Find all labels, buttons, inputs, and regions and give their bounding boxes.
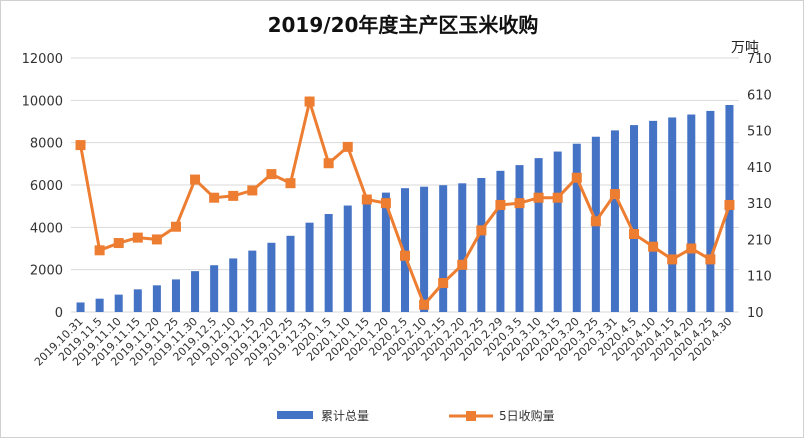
line-point [94,245,105,256]
line-point [533,192,544,203]
line-point [361,194,372,205]
line-point [209,192,220,203]
line-point [495,199,506,210]
bar [286,235,295,312]
legend-swatch-bar [277,411,313,419]
line-point [419,299,430,310]
line-point [705,254,716,265]
bar [210,265,219,312]
line-point [113,238,124,249]
line-point [629,228,640,239]
bar [668,117,677,312]
bar [133,289,142,312]
bar [610,130,619,312]
legend-marker-line [466,411,476,421]
line-point [75,140,86,151]
bar [553,151,562,312]
bar [439,185,448,312]
bar [687,114,696,312]
line-point [552,192,563,203]
line-point [667,254,678,265]
line-point [438,277,449,288]
left-tick-label: 0 [55,306,63,321]
line-point [228,190,239,201]
line-point [285,178,296,189]
line-point [170,221,181,232]
bar [496,170,505,312]
line-point [476,225,487,236]
bar [458,183,467,312]
right-tick-label: 210 [747,233,772,248]
line-point [590,216,601,227]
bar [305,222,314,312]
left-tick-label: 12000 [22,52,63,67]
line-point [190,174,201,185]
bar [95,298,104,312]
bar [76,302,85,312]
bar [114,294,123,312]
bar [400,188,410,312]
line-point [457,259,468,270]
line-point [247,185,258,196]
line-point [323,158,334,169]
bar [343,205,352,312]
chart-title: 2019/20年度主产区玉米收购 [267,13,539,37]
right-tick-label: 710 [747,52,772,67]
bar [152,285,161,312]
right-tick-label: 10 [747,306,764,321]
left-tick-label: 8000 [30,137,63,152]
bar [420,186,429,312]
line-point [304,96,315,107]
bar [630,125,639,313]
line-point [380,198,391,209]
legend-label-line: 5日收购量 [499,408,555,423]
bar [534,158,543,312]
right-tick-label: 610 [747,88,772,103]
bar [572,143,581,312]
legend-label-bar: 累计总量 [321,409,369,423]
bar [171,279,180,312]
right-tick-label: 310 [747,197,772,212]
line-point [342,141,353,152]
bar [381,192,390,312]
line-point [609,189,620,200]
line-point [151,234,162,245]
bar [191,271,200,312]
left-tick-label: 6000 [30,179,63,194]
left-tick-label: 4000 [30,221,63,236]
bar [649,120,658,313]
right-tick-label: 410 [747,161,772,176]
bar [229,258,238,312]
line-point [132,232,143,243]
line-point [514,198,525,209]
line-point [648,241,659,252]
line-point [686,243,697,254]
right-axis-unit: 万吨 [731,40,759,56]
bar [706,110,715,313]
bar [324,213,333,312]
bar [267,242,276,312]
left-tick-label: 10000 [22,94,63,109]
bar [477,178,486,312]
bar [248,250,257,312]
line-point [571,172,582,183]
right-tick-label: 110 [747,270,772,285]
left-tick-label: 2000 [30,264,63,279]
line-point [400,250,410,261]
bar [362,196,371,312]
right-tick-label: 510 [747,125,772,140]
line-point [724,199,735,210]
line-point [266,169,277,180]
bar [515,165,524,312]
